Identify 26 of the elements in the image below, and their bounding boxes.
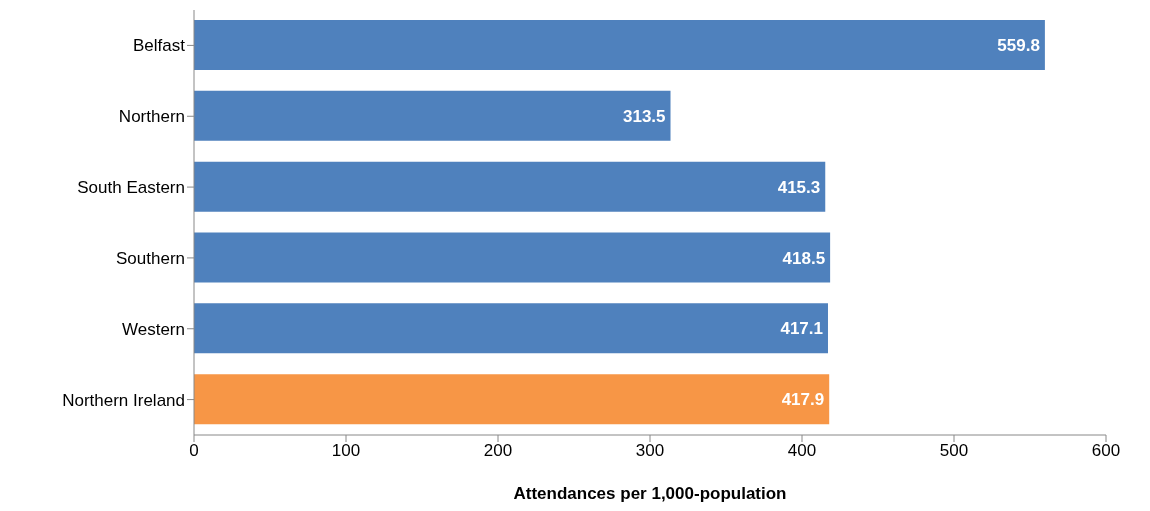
- y-tick-label: Southern: [116, 248, 185, 268]
- x-tick-label: 100: [331, 441, 361, 461]
- x-axis-title: Attendances per 1,000-population: [513, 484, 787, 503]
- x-tick-label: 600: [1091, 441, 1121, 461]
- bar: [194, 20, 1045, 70]
- x-tick-label: 400: [787, 441, 817, 461]
- data-label: 313.5: [622, 106, 666, 126]
- x-tick-label: 300: [635, 441, 665, 461]
- data-label: 417.1: [780, 319, 823, 339]
- x-tick-label: 0: [189, 441, 199, 461]
- bar: [194, 161, 826, 212]
- x-tick-label: 500: [939, 441, 969, 461]
- data-label: 559.8: [997, 36, 1040, 56]
- y-tick-label: Northern: [118, 107, 185, 127]
- data-label: 417.9: [781, 390, 825, 410]
- x-tick-label: 200: [483, 441, 513, 461]
- data-label: 418.5: [782, 248, 826, 268]
- data-label: 415.3: [777, 177, 821, 197]
- bar: [194, 374, 830, 425]
- bar: [194, 90, 671, 141]
- y-tick-label: Northern Ireland: [62, 390, 185, 410]
- bar: [194, 303, 828, 354]
- y-tick-label: Belfast: [133, 36, 186, 56]
- y-tick-label: Western: [122, 319, 185, 339]
- y-tick-label: South Eastern: [77, 178, 185, 198]
- bar: [194, 232, 831, 283]
